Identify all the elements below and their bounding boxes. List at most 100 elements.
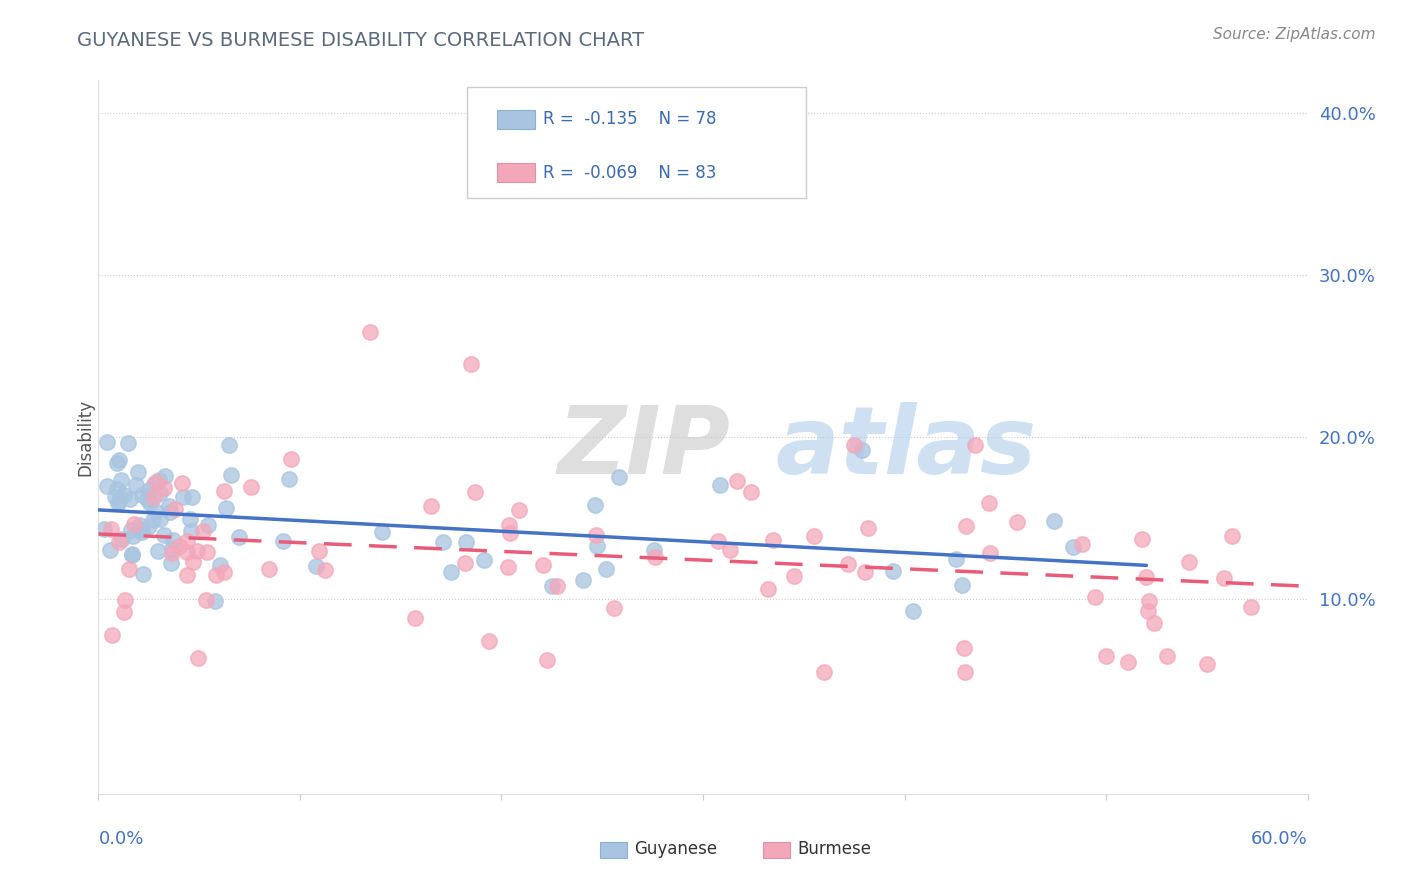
Point [118, 562, 141, 576]
Point [707, 534, 730, 549]
Point [1220, 529, 1243, 543]
Point [953, 665, 976, 680]
Bar [498, 110, 534, 128]
Point [572, 573, 595, 587]
Point [1156, 648, 1178, 663]
Point [127, 465, 149, 479]
Text: Burmese: Burmese [797, 840, 872, 858]
Point [212, 483, 235, 498]
Point [709, 478, 731, 492]
Point [176, 545, 198, 559]
Point [142, 477, 165, 491]
Point [160, 541, 183, 556]
Point [176, 533, 198, 548]
Point [508, 503, 530, 517]
Point [595, 562, 617, 576]
Point [803, 529, 825, 543]
Point [219, 468, 242, 483]
Point [180, 524, 202, 538]
Text: Guyanese: Guyanese [634, 840, 717, 858]
Point [643, 543, 665, 558]
Point [360, 325, 382, 339]
Point [131, 488, 153, 502]
Point [193, 524, 215, 538]
Point [112, 488, 135, 502]
Point [498, 517, 520, 532]
Point [153, 481, 176, 495]
Point [740, 485, 762, 500]
Text: ZIP: ZIP [558, 401, 731, 494]
Point [96, 435, 118, 450]
Point [139, 496, 162, 510]
Point [124, 478, 146, 492]
Point [105, 483, 128, 497]
Point [762, 533, 785, 547]
Point [977, 496, 1000, 510]
Point [440, 565, 463, 579]
Point [107, 496, 129, 510]
FancyBboxPatch shape [467, 87, 806, 198]
Point [953, 640, 976, 655]
Point [472, 553, 495, 567]
Point [160, 556, 183, 570]
Point [1130, 532, 1153, 546]
Point [160, 546, 183, 560]
Point [194, 592, 217, 607]
Point [718, 543, 741, 558]
Point [1083, 591, 1105, 605]
Point [195, 545, 218, 559]
Point [187, 651, 209, 665]
Point [1212, 571, 1234, 585]
Text: R =  -0.069    N = 83: R = -0.069 N = 83 [543, 164, 716, 182]
Point [112, 605, 135, 619]
Point [172, 490, 194, 504]
Point [603, 600, 626, 615]
Point [122, 529, 145, 543]
Point [855, 565, 877, 579]
Point [157, 500, 180, 514]
Point [813, 665, 835, 680]
Point [98, 543, 121, 558]
Point [1136, 605, 1159, 619]
Point [952, 578, 974, 592]
Point [159, 505, 181, 519]
Text: 0.0%: 0.0% [98, 830, 143, 847]
Point [280, 452, 302, 467]
Point [131, 524, 153, 539]
Point [142, 513, 165, 527]
Point [149, 512, 172, 526]
Point [143, 503, 166, 517]
Text: atlas: atlas [776, 401, 1036, 494]
Point [496, 559, 519, 574]
Point [1195, 657, 1218, 672]
Point [837, 557, 859, 571]
Point [114, 593, 136, 607]
Point [108, 494, 131, 508]
Point [111, 532, 134, 546]
Point [148, 544, 170, 558]
Point [145, 475, 167, 490]
Point [499, 525, 522, 540]
Point [138, 483, 160, 497]
Point [1043, 514, 1066, 528]
Point [129, 517, 152, 532]
Text: Source: ZipAtlas.com: Source: ZipAtlas.com [1212, 27, 1375, 42]
Point [546, 579, 568, 593]
Point [945, 551, 967, 566]
Point [186, 544, 208, 558]
Point [1178, 555, 1201, 569]
Point [105, 456, 128, 470]
Point [903, 604, 925, 618]
Point [856, 521, 879, 535]
Point [432, 535, 454, 549]
Point [585, 527, 607, 541]
Point [155, 469, 177, 483]
Point [103, 490, 125, 504]
Point [965, 438, 987, 452]
Point [1070, 536, 1092, 550]
Point [541, 579, 564, 593]
Point [181, 556, 204, 570]
Point [536, 653, 558, 667]
Point [100, 628, 122, 642]
Point [1143, 615, 1166, 630]
